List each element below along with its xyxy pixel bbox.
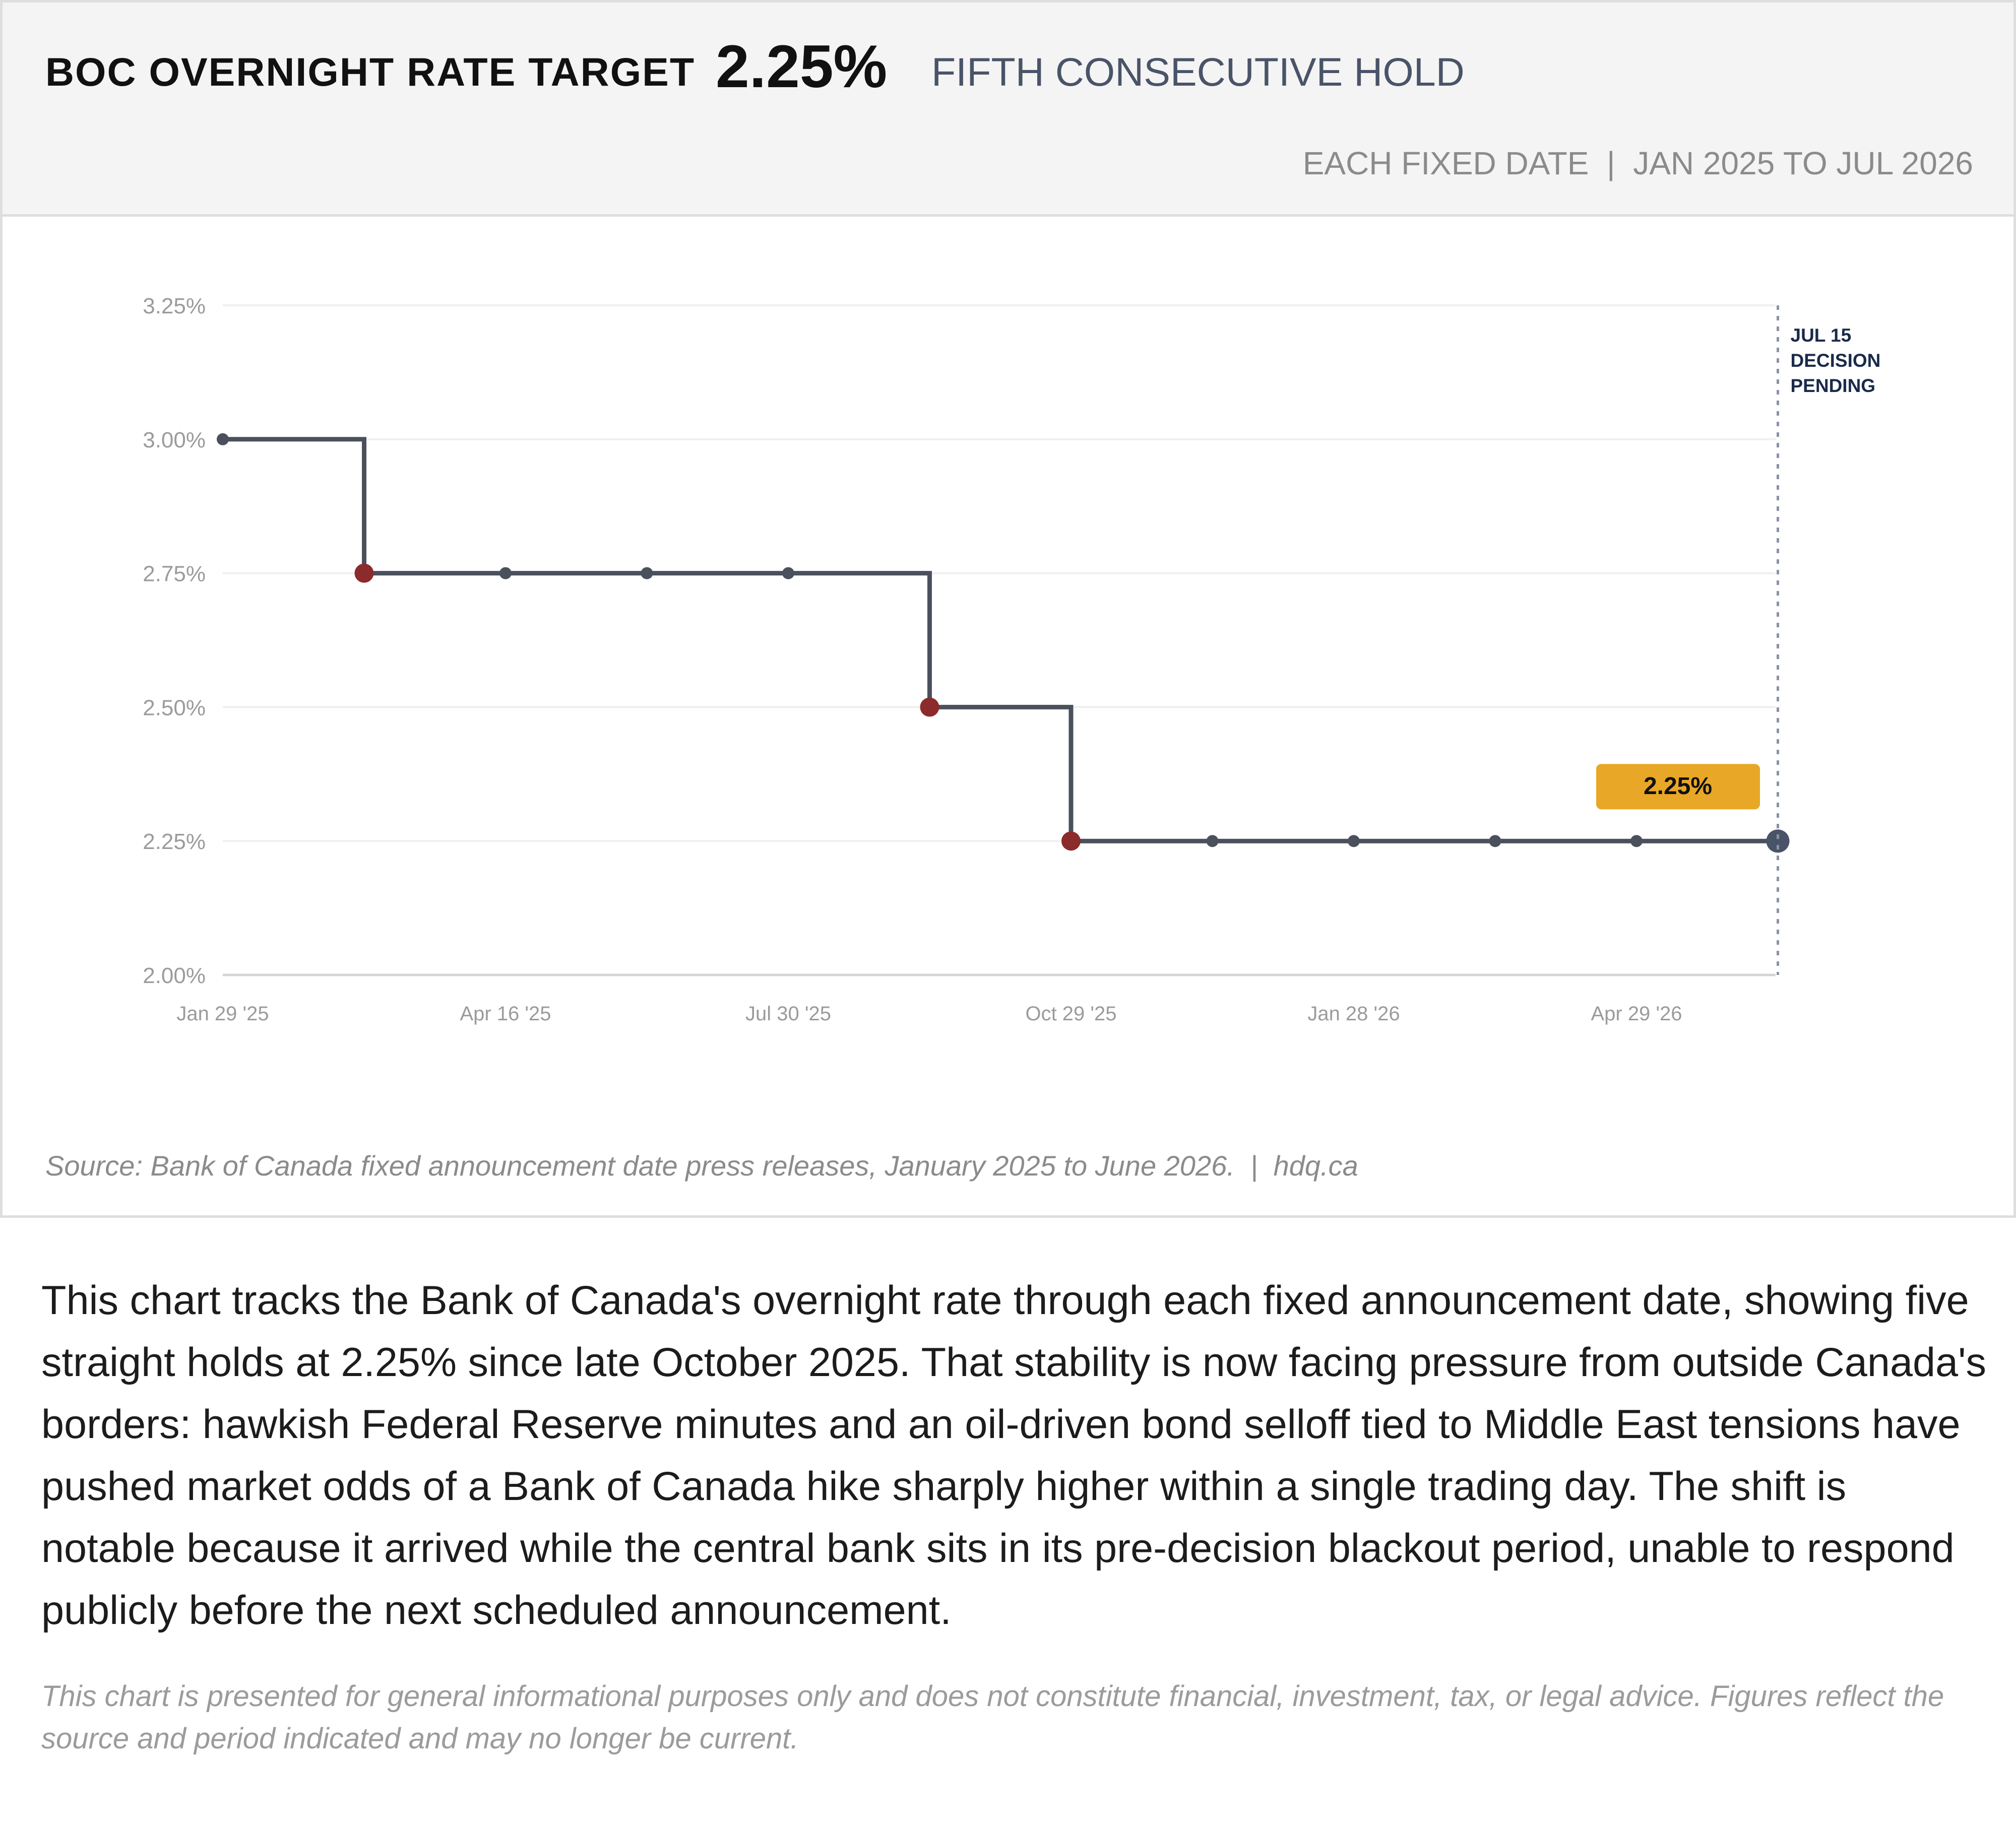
date-range-meta: EACH FIXED DATE | JAN 2025 TO JUL 2026	[1302, 145, 1973, 181]
disclaimer: This chart is presented for general info…	[41, 1680, 1944, 1755]
cut-point	[920, 697, 939, 717]
y-tick-label: 2.50%	[143, 695, 206, 720]
x-tick-label: Jan 28 '26	[1307, 1003, 1400, 1025]
hold-point	[499, 567, 512, 579]
cut-point	[1061, 831, 1081, 851]
rate-step-line	[223, 437, 1778, 843]
hold-point	[782, 567, 794, 579]
chart-header: BOC OVERNIGHT RATE TARGET 2.25% FIFTH CO…	[3, 3, 2013, 217]
hold-point	[641, 567, 653, 579]
x-tick-label: Apr 29 '26	[1591, 1003, 1682, 1025]
cut-point	[354, 563, 374, 583]
current-rate-badge-label: 2.25%	[1644, 773, 1712, 800]
current-rate-value: 2.25%	[716, 33, 888, 100]
chart-card: BOC OVERNIGHT RATE TARGET 2.25% FIFTH CO…	[0, 0, 2016, 1218]
x-tick-label: Oct 29 '25	[1025, 1003, 1116, 1025]
x-tick-label: Jul 30 '25	[745, 1003, 831, 1025]
x-tick-label: Jan 29 '25	[176, 1003, 269, 1025]
y-tick-label: 3.25%	[143, 294, 206, 318]
y-tick-label: 2.75%	[143, 562, 206, 586]
chart-subtitle: FIFTH CONSECUTIVE HOLD	[931, 49, 1465, 94]
hold-point	[1630, 835, 1643, 847]
chart-title: BOC OVERNIGHT RATE TARGET	[45, 49, 696, 94]
y-tick-label: 2.00%	[143, 963, 206, 988]
rate-chart: 2.00% 2.25% 2.50% 2.75% 3.00% 3.25% Jan 29 '25…	[143, 294, 1880, 1025]
source-note: Source: Bank of Canada fixed announcemen…	[45, 1150, 1358, 1182]
hold-point	[1206, 835, 1219, 847]
series-layer	[223, 437, 1778, 843]
y-tick-label: 3.00%	[143, 428, 206, 452]
current-rate-badge	[1596, 764, 1760, 810]
y-tick-label: 2.25%	[143, 829, 206, 854]
hold-point	[1489, 835, 1501, 847]
x-tick-label: Apr 16 '25	[460, 1003, 551, 1025]
hold-point	[1348, 835, 1360, 847]
pending-decision-label: JUL 15	[1791, 325, 1852, 346]
chart-description: This chart tracks the Bank of Canada's o…	[41, 1278, 1987, 1633]
annotation-layer: JUL 15 DECISION PENDING 2.25%	[1596, 305, 1880, 975]
start-point	[217, 433, 229, 445]
points-layer	[217, 433, 1790, 853]
pending-decision-label: DECISION	[1791, 350, 1881, 371]
current-point	[1766, 829, 1790, 853]
pending-decision-label: PENDING	[1791, 375, 1876, 396]
axis-layer: 2.00% 2.25% 2.50% 2.75% 3.00% 3.25% Jan 29 '25…	[143, 294, 1776, 1025]
